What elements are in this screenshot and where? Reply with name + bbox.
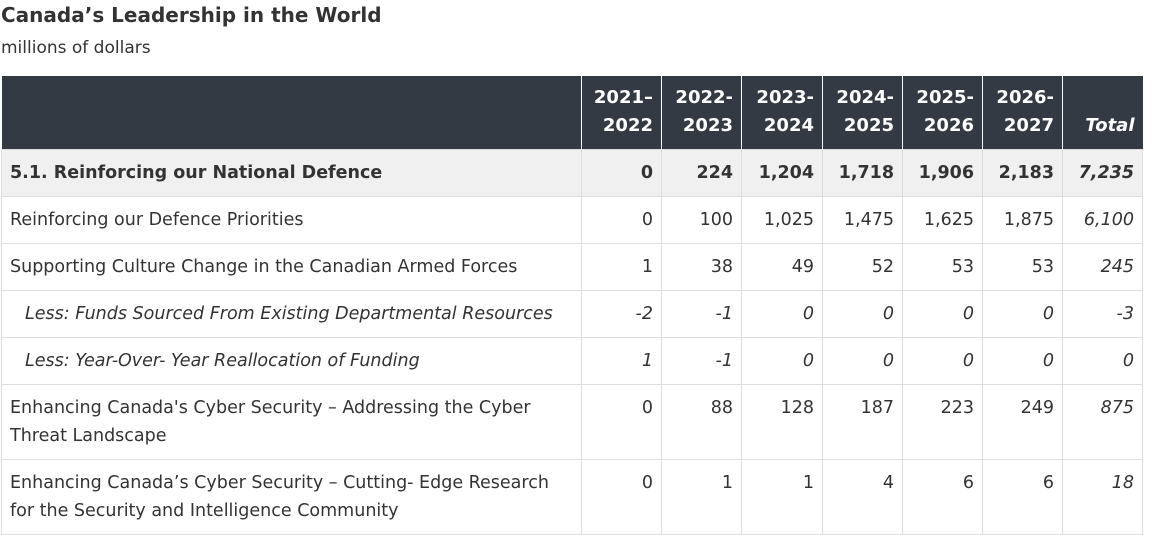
row-value: 1,204 — [741, 149, 823, 197]
row-total: 0 — [1062, 337, 1143, 385]
row-value: 0 — [982, 290, 1063, 338]
row-value: 0 — [902, 290, 983, 338]
header-row: 2021– 2022 2022- 2023 2023- 2024 2024- 2025 2025… — [1, 76, 1143, 150]
row-value: 2,183 — [982, 149, 1063, 197]
row-value: 0 — [581, 149, 662, 197]
row-value: 1,625 — [902, 196, 983, 244]
row-total: 7,235 — [1062, 149, 1143, 197]
header-year: 2024- 2025 — [822, 76, 903, 150]
row-label: 5.1. Reinforcing our National Defence — [1, 149, 582, 197]
row-total: 875 — [1062, 384, 1143, 460]
row-label: Less: Funds Sourced From Existing Depart… — [1, 290, 582, 338]
row-value: 1,718 — [822, 149, 903, 197]
row-value: 1,906 — [902, 149, 983, 197]
row-label: Reinforcing our Defence Priorities — [1, 196, 582, 244]
row-value: 1 — [661, 459, 742, 535]
row-value: 1,025 — [741, 196, 823, 244]
row-value: 1,875 — [982, 196, 1063, 244]
table-subtitle: millions of dollars — [1, 38, 151, 58]
header-year: 2021– 2022 — [581, 76, 662, 150]
row-value: 4 — [822, 459, 903, 535]
row-value: 223 — [902, 384, 983, 460]
row-label: Less: Year-Over- Year Reallocation of Fu… — [1, 337, 582, 385]
row-label: Enhancing Canada's Cyber Security – Addr… — [1, 384, 582, 460]
header-year: 2025- 2026 — [902, 76, 983, 150]
row-value: -2 — [581, 290, 662, 338]
table-title: Canada’s Leadership in the World — [1, 3, 382, 27]
table-row: Less: Year-Over- Year Reallocation of Fu… — [1, 337, 1143, 385]
row-value: 38 — [661, 243, 742, 291]
row-value: -1 — [661, 337, 742, 385]
row-value: 88 — [661, 384, 742, 460]
row-value: 187 — [822, 384, 903, 460]
row-value: 1,475 — [822, 196, 903, 244]
row-total: 245 — [1062, 243, 1143, 291]
row-value: 249 — [982, 384, 1063, 460]
budget-table: 2021– 2022 2022- 2023 2023- 2024 2024- 2025 2025… — [1, 76, 1143, 535]
row-value: 100 — [661, 196, 742, 244]
row-value: 6 — [982, 459, 1063, 535]
row-value: 0 — [741, 337, 823, 385]
row-label: Enhancing Canada’s Cyber Security – Cutt… — [1, 459, 582, 535]
table-row: Reinforcing our Defence Priorities 0 100 1,… — [1, 196, 1143, 244]
row-total: 18 — [1062, 459, 1143, 535]
row-value: 6 — [902, 459, 983, 535]
row-value: 0 — [581, 196, 662, 244]
row-value: 53 — [982, 243, 1063, 291]
row-value: 128 — [741, 384, 823, 460]
row-value: 224 — [661, 149, 742, 197]
row-value: 1 — [741, 459, 823, 535]
row-value: 0 — [822, 337, 903, 385]
header-total: Total — [1062, 76, 1143, 150]
table-row: 5.1. Reinforcing our National Defence 0 22… — [1, 149, 1143, 197]
table-row: Less: Funds Sourced From Existing Depart… — [1, 290, 1143, 338]
row-total: -3 — [1062, 290, 1143, 338]
header-blank — [1, 76, 582, 150]
row-value: 0 — [581, 384, 662, 460]
row-value: 0 — [902, 337, 983, 385]
row-value: 0 — [741, 290, 823, 338]
table-row: Enhancing Canada's Cyber Security – Addr… — [1, 384, 1143, 460]
row-total: 6,100 — [1062, 196, 1143, 244]
row-value: 1 — [581, 243, 662, 291]
row-value: 52 — [822, 243, 903, 291]
row-value: 53 — [902, 243, 983, 291]
row-value: 0 — [581, 459, 662, 535]
row-value: 0 — [822, 290, 903, 338]
row-label: Supporting Culture Change in the Canadia… — [1, 243, 582, 291]
table-row: Enhancing Canada’s Cyber Security – Cutt… — [1, 459, 1143, 535]
row-value: 49 — [741, 243, 823, 291]
header-year: 2026- 2027 — [982, 76, 1063, 150]
row-value: 1 — [581, 337, 662, 385]
header-year: 2022- 2023 — [661, 76, 742, 150]
row-value: 0 — [982, 337, 1063, 385]
header-year: 2023- 2024 — [741, 76, 823, 150]
row-value: -1 — [661, 290, 742, 338]
table-row: Supporting Culture Change in the Canadia… — [1, 243, 1143, 291]
